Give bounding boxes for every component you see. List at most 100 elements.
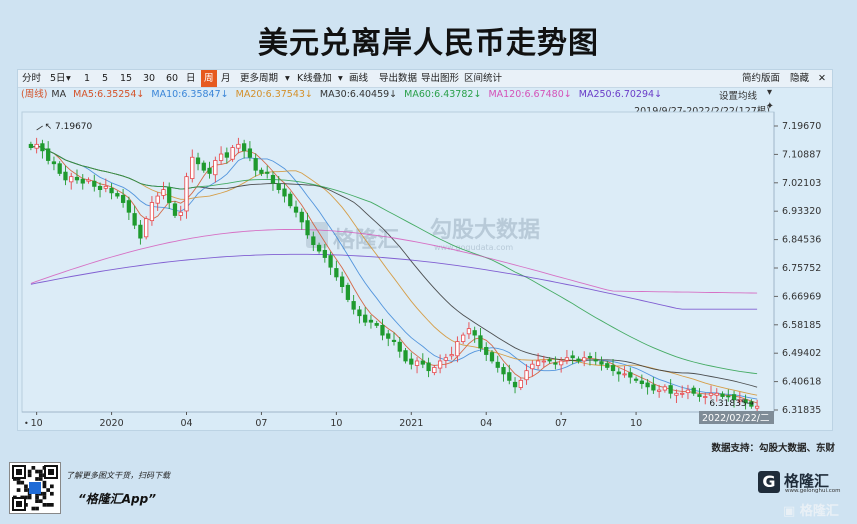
candle-body bbox=[518, 379, 523, 388]
candle-body bbox=[69, 176, 74, 183]
qr-module bbox=[35, 477, 39, 481]
candle-body bbox=[714, 392, 719, 396]
tab-weekly[interactable]: 周 bbox=[201, 70, 217, 87]
candle-body bbox=[172, 203, 178, 216]
candle-body bbox=[224, 152, 229, 158]
candle-body bbox=[201, 162, 206, 171]
candle-body bbox=[455, 341, 460, 357]
tab-15min[interactable]: 15 bbox=[120, 73, 133, 84]
kline-overlay-button[interactable]: K线叠加 bbox=[297, 73, 332, 84]
candle-body bbox=[282, 188, 287, 197]
candle-body bbox=[754, 405, 760, 409]
candle-body bbox=[437, 360, 443, 369]
qr-module bbox=[27, 495, 32, 500]
x-tick-label: 2021 bbox=[399, 418, 423, 429]
qr-module bbox=[31, 506, 36, 511]
hide-button[interactable]: 隐藏 bbox=[790, 73, 810, 84]
y-tick-label: 6.75752 bbox=[782, 263, 821, 274]
y-tick-label: 6.84536 bbox=[782, 235, 821, 246]
range-stats-button[interactable]: 区间统计 bbox=[464, 73, 503, 84]
qr-module bbox=[38, 477, 43, 481]
settings-icon[interactable]: ▾ bbox=[766, 87, 772, 98]
y-tick-label: 6.58185 bbox=[782, 320, 821, 331]
qr-finder-core bbox=[16, 501, 22, 507]
candle-body bbox=[599, 361, 604, 365]
candle-body bbox=[345, 284, 351, 300]
page-title: 美元兑离岸人民币走势图 bbox=[258, 26, 599, 61]
candle-body bbox=[605, 363, 610, 368]
simple-layout-button[interactable]: 简约版面 bbox=[742, 73, 781, 84]
logo-url: www.gelonghui.com bbox=[785, 488, 841, 494]
candle-body bbox=[265, 171, 270, 174]
candle-body bbox=[190, 156, 195, 180]
more-periods-button[interactable]: 更多周期 bbox=[240, 73, 279, 84]
x-tick-label: 10 bbox=[630, 418, 642, 429]
ma250-value: MA250:6.70294↓ bbox=[578, 89, 663, 100]
tab-60min[interactable]: 60 bbox=[166, 73, 179, 84]
qr-module bbox=[42, 503, 47, 507]
candle-body bbox=[443, 357, 449, 361]
ma-settings-button[interactable]: 设置均线 bbox=[718, 91, 757, 102]
candle-body bbox=[414, 360, 420, 366]
qr-module bbox=[16, 480, 21, 485]
tab-daily[interactable]: 日 bbox=[186, 73, 196, 84]
candle-body bbox=[726, 395, 731, 398]
qr-module bbox=[38, 469, 43, 474]
ma20-value: MA20:6.37543↓ bbox=[235, 89, 313, 100]
scroll-left-icon: • bbox=[24, 419, 29, 428]
candle-body bbox=[720, 393, 725, 397]
candle-body bbox=[351, 301, 356, 310]
qr-module bbox=[42, 480, 47, 485]
tab-5min[interactable]: 5 bbox=[102, 73, 109, 84]
candle-body bbox=[489, 352, 495, 362]
candle-body bbox=[651, 384, 656, 391]
qr-module bbox=[35, 495, 39, 500]
export-data-button[interactable]: 导出数据 bbox=[379, 73, 418, 84]
dropdown-5day-icon[interactable]: ▾ bbox=[66, 73, 71, 84]
candle-body bbox=[478, 335, 483, 349]
close-icon[interactable]: ✕ bbox=[818, 73, 826, 84]
candle-body bbox=[466, 328, 472, 335]
promo-text: 了解更多图文干货，扫码下载 bbox=[66, 471, 170, 480]
candle-body bbox=[195, 157, 201, 165]
tab-5day[interactable]: 5日 bbox=[50, 73, 66, 84]
tab-intraday[interactable]: 分时 bbox=[22, 73, 42, 84]
candle-body bbox=[57, 163, 62, 174]
candle-body bbox=[178, 211, 183, 216]
candle-body bbox=[218, 153, 224, 161]
x-tick-label: 10 bbox=[330, 418, 342, 429]
candle-body bbox=[639, 380, 644, 384]
qr-module bbox=[50, 503, 54, 507]
qr-code[interactable] bbox=[9, 462, 61, 514]
candle-body bbox=[391, 339, 397, 342]
candle-body bbox=[253, 158, 258, 171]
candle-body bbox=[109, 187, 114, 194]
y-tick-label: 7.19670 bbox=[782, 121, 821, 132]
qr-module bbox=[35, 469, 39, 474]
pin-icon[interactable]: ✦ bbox=[765, 101, 774, 112]
candle-body bbox=[553, 362, 558, 365]
qr-module bbox=[50, 491, 54, 496]
tab-30min[interactable]: 30 bbox=[143, 73, 156, 84]
tab-1min[interactable]: 1 bbox=[84, 73, 91, 84]
candle-body bbox=[115, 193, 120, 197]
tab-monthly[interactable]: 月 bbox=[221, 73, 231, 84]
candle-body bbox=[593, 359, 598, 362]
candle-body bbox=[34, 143, 39, 149]
candle-body bbox=[535, 360, 541, 366]
dropdown-kline-icon[interactable]: ▾ bbox=[338, 73, 343, 84]
qr-module bbox=[31, 466, 36, 470]
candle-body bbox=[259, 169, 264, 174]
candle-body bbox=[63, 171, 68, 181]
candle-body bbox=[559, 360, 564, 366]
max-label: ↖ 7.19670 bbox=[45, 122, 93, 132]
candle-body bbox=[524, 370, 529, 381]
min-label: 6.31835→ bbox=[709, 399, 754, 409]
draw-line-button[interactable]: 画线 bbox=[349, 73, 369, 84]
candle-body bbox=[28, 143, 34, 148]
dropdown-more-icon[interactable]: ▾ bbox=[285, 73, 290, 84]
qr-module bbox=[24, 488, 28, 492]
export-graph-button[interactable]: 导出图形 bbox=[421, 73, 460, 84]
period-label: (周线) bbox=[21, 89, 48, 100]
corner-watermark-text: 格隆汇 bbox=[799, 504, 839, 519]
